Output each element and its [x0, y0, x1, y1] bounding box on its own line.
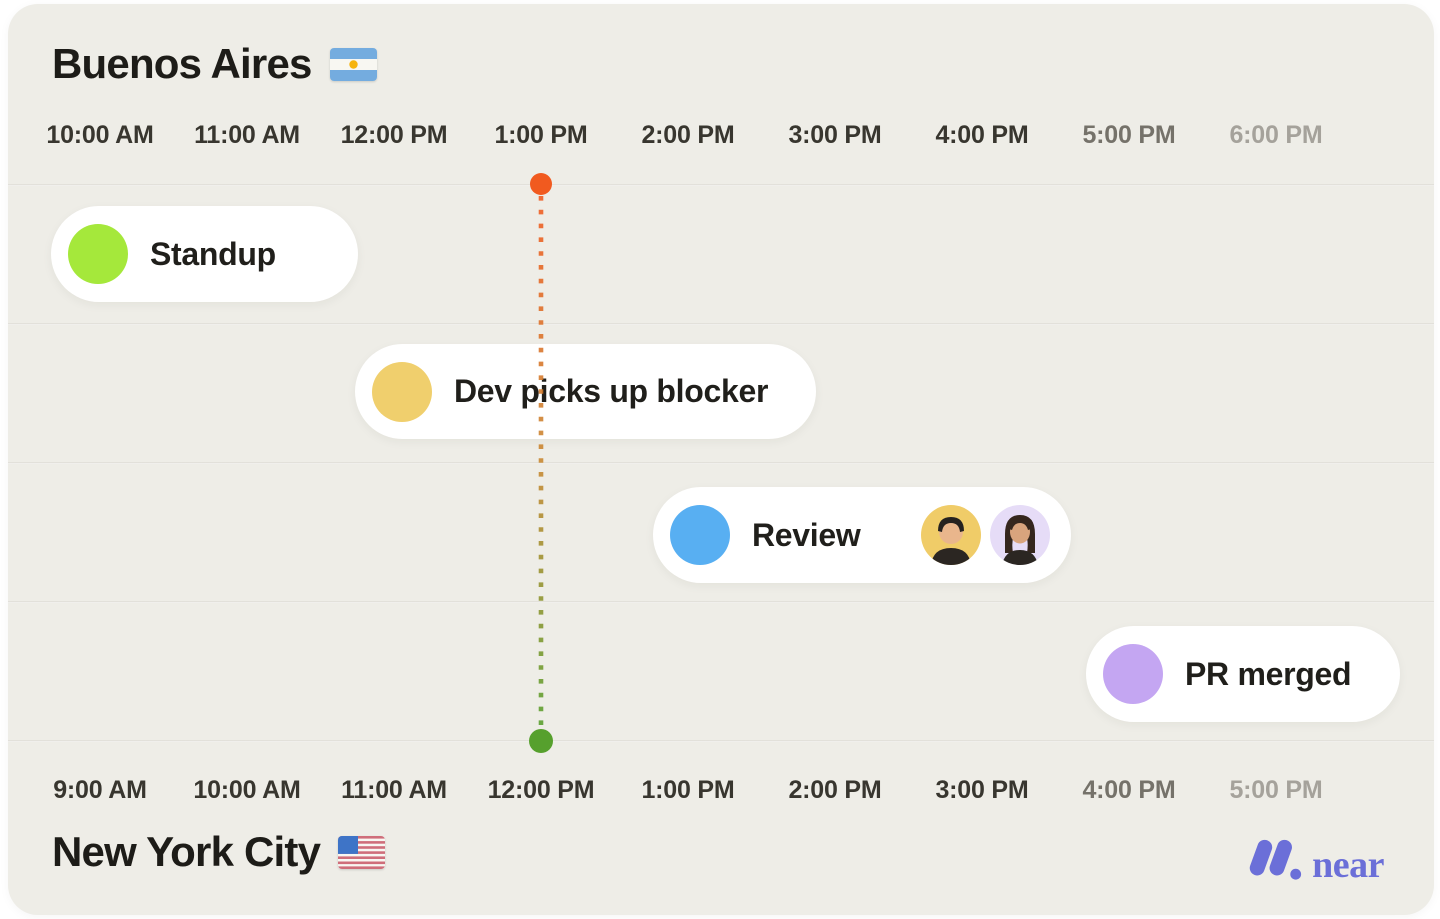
top-city-name: Buenos Aires	[52, 40, 312, 87]
event-pill-standup[interactable]: Standup	[51, 206, 358, 302]
near-logo-mark	[1249, 839, 1302, 880]
argentina-flag-icon	[329, 47, 377, 81]
top-hour-label: 1:00 PM	[494, 121, 588, 149]
event-label: Standup	[150, 235, 276, 272]
row-divider	[8, 462, 1434, 464]
row-divider	[8, 740, 1434, 742]
event-label: Dev picks up blocker	[454, 373, 769, 409]
near-wordmark: near	[1312, 843, 1384, 886]
top-city-header: Buenos Aires	[52, 40, 377, 88]
event-pill-review[interactable]: Review	[653, 487, 1071, 583]
event-color-dot	[1103, 644, 1163, 704]
row-divider	[8, 184, 1434, 186]
top-hour-label: 12:00 PM	[340, 121, 448, 149]
top-hour-label: 11:00 AM	[194, 121, 300, 149]
timezone-comparison-card: Buenos Aires 10:00 AM 11:00 AM 12:00 PM …	[8, 4, 1434, 915]
event-color-dot	[372, 361, 432, 422]
attendee-avatars	[921, 505, 1050, 565]
bottom-hour-label: 4:00 PM	[1082, 776, 1176, 804]
now-marker-bottom-dot[interactable]	[529, 729, 553, 753]
bottom-hour-label: 3:00 PM	[935, 776, 1029, 804]
avatar	[921, 505, 981, 565]
event-pill-pr-merged[interactable]: PR merged	[1086, 626, 1400, 722]
bottom-city-name: New York City	[52, 828, 321, 875]
event-label: PR merged	[1185, 655, 1352, 692]
top-hour-label: 3:00 PM	[788, 121, 882, 149]
event-color-dot	[670, 505, 730, 565]
near-logo: near	[1248, 834, 1384, 886]
now-marker-top-dot[interactable]	[530, 173, 552, 195]
bottom-hour-label: 12:00 PM	[487, 776, 595, 804]
bottom-hour-label: 1:00 PM	[641, 776, 735, 804]
usa-flag-icon	[338, 835, 386, 869]
bottom-hour-label: 9:00 AM	[53, 776, 147, 804]
bottom-hour-label: 5:00 PM	[1229, 776, 1323, 804]
top-hour-label: 10:00 AM	[46, 121, 154, 149]
top-hour-label: 2:00 PM	[641, 121, 735, 149]
bottom-city-header: New York City	[52, 828, 386, 876]
bottom-hour-label: 10:00 AM	[193, 776, 301, 804]
avatar	[990, 505, 1050, 565]
bottom-hour-label: 11:00 AM	[341, 776, 447, 804]
event-color-dot	[68, 224, 128, 284]
event-label: Review	[752, 516, 861, 553]
top-hour-label: 4:00 PM	[935, 121, 1029, 149]
event-pill-dev-picks-up-blocker[interactable]: Dev picks up blocker	[355, 344, 816, 439]
row-divider	[8, 601, 1434, 603]
top-hour-label: 6:00 PM	[1229, 121, 1323, 149]
row-divider	[8, 323, 1434, 325]
bottom-hour-label: 2:00 PM	[788, 776, 882, 804]
top-hour-label: 5:00 PM	[1082, 121, 1176, 149]
